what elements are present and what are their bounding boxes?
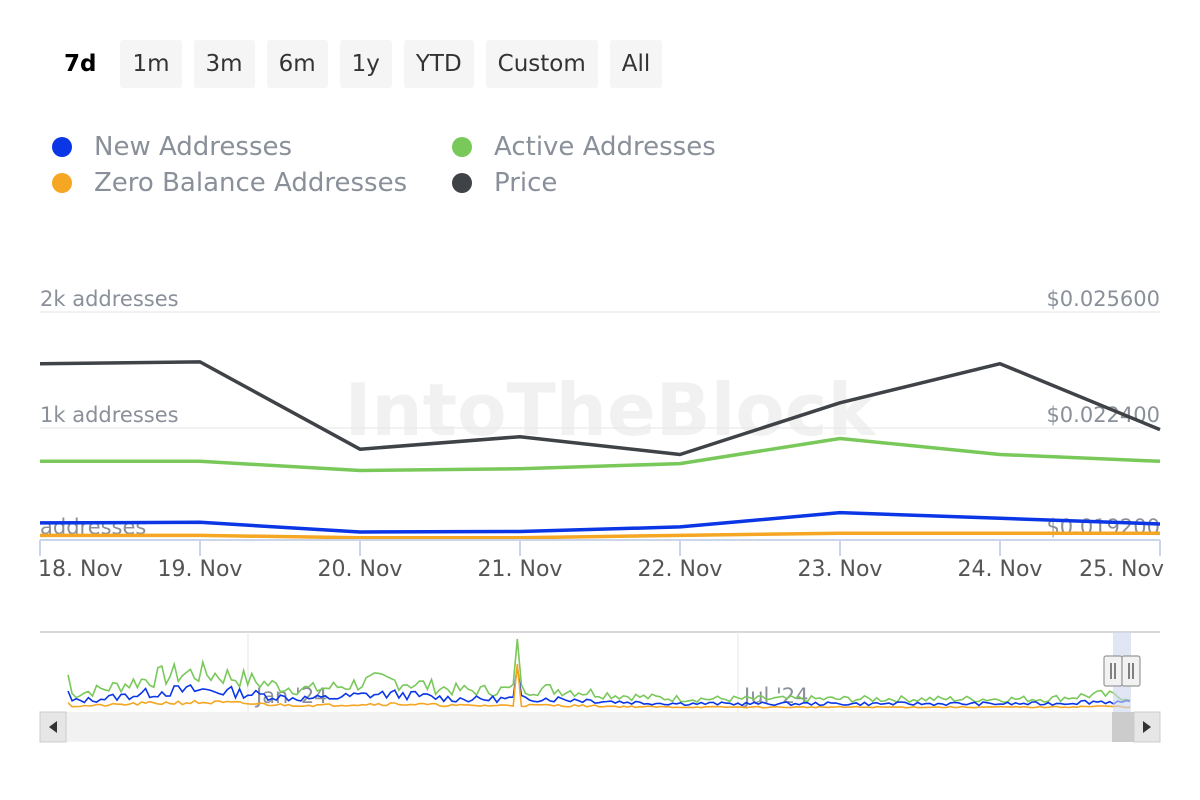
x-tick-label: 24. Nov — [958, 557, 1043, 582]
legend-dot — [452, 137, 472, 157]
legend-dot — [52, 137, 72, 157]
scrollbar-track[interactable] — [40, 712, 1160, 742]
time-range-selector: 7d 1m 3m 6m 1y YTD Custom All — [52, 40, 663, 88]
x-tick-label: 21. Nov — [478, 557, 563, 582]
range-button-1y[interactable]: 1y — [339, 40, 392, 88]
navigator-handle[interactable] — [1121, 655, 1141, 687]
x-tick-label: 19. Nov — [158, 557, 243, 582]
range-button-all[interactable]: All — [609, 40, 663, 88]
scroll-left-button[interactable] — [39, 711, 67, 743]
range-button-1m[interactable]: 1m — [120, 40, 182, 88]
legend-label: Active Addresses — [494, 132, 716, 162]
legend-item-new-addresses[interactable]: New Addresses — [52, 132, 292, 162]
x-axis: 18. Nov 19. Nov 20. Nov 21. Nov 22. Nov 23. N… — [38, 539, 1164, 582]
arrow-left-icon — [49, 721, 57, 733]
x-tick-label: 23. Nov — [798, 557, 883, 582]
right-axis-label: $0.025600 — [1046, 287, 1160, 311]
navigator-series — [67, 666, 1131, 707]
series-line-active-addresses — [40, 436, 1161, 473]
legend-item-price[interactable]: Price — [452, 168, 557, 198]
series-line-new-addresses — [39, 510, 1161, 534]
scrollbar-thumb[interactable] — [1112, 712, 1134, 742]
series-line-price — [39, 360, 1161, 457]
navigator-series — [67, 663, 1131, 709]
arrow-right-icon — [1143, 721, 1151, 733]
range-button-ytd[interactable]: YTD — [403, 40, 474, 88]
series-line-zero-balance-addresses — [40, 531, 1160, 540]
legend-item-active-addresses[interactable]: Active Addresses — [452, 132, 716, 162]
watermark-text: IntoTheBlock — [345, 368, 878, 452]
x-tick-label: 20. Nov — [318, 557, 403, 582]
grid-lines — [40, 311, 1160, 429]
legend-dot — [52, 173, 72, 193]
x-tick-label: 22. Nov — [638, 557, 723, 582]
series-lines — [39, 360, 1161, 540]
navigator-handle[interactable] — [1103, 655, 1123, 687]
legend-label: New Addresses — [94, 132, 293, 162]
legend-label: Price — [494, 168, 558, 198]
legend-label: Zero Balance Addresses — [94, 168, 408, 198]
x-tick-label: 25. Nov — [1079, 557, 1164, 582]
range-button-7d[interactable]: 7d — [52, 40, 109, 88]
navigator-series — [67, 638, 1131, 704]
range-button-6m[interactable]: 6m — [266, 40, 328, 88]
scroll-right-button[interactable] — [1133, 711, 1161, 743]
navigator[interactable]: Jan '24 Jul '24 — [39, 631, 1161, 743]
range-button-3m[interactable]: 3m — [193, 40, 255, 88]
left-axis-label: 1k addresses — [40, 403, 179, 427]
left-axis-label: 2k addresses — [40, 287, 179, 311]
range-button-custom[interactable]: Custom — [485, 40, 598, 88]
legend-item-zero-balance-addresses[interactable]: Zero Balance Addresses — [52, 168, 407, 198]
right-axis-label: $0.019200 — [1046, 515, 1160, 539]
legend-dot — [452, 173, 472, 193]
x-tick-label: 18. Nov — [38, 557, 123, 582]
